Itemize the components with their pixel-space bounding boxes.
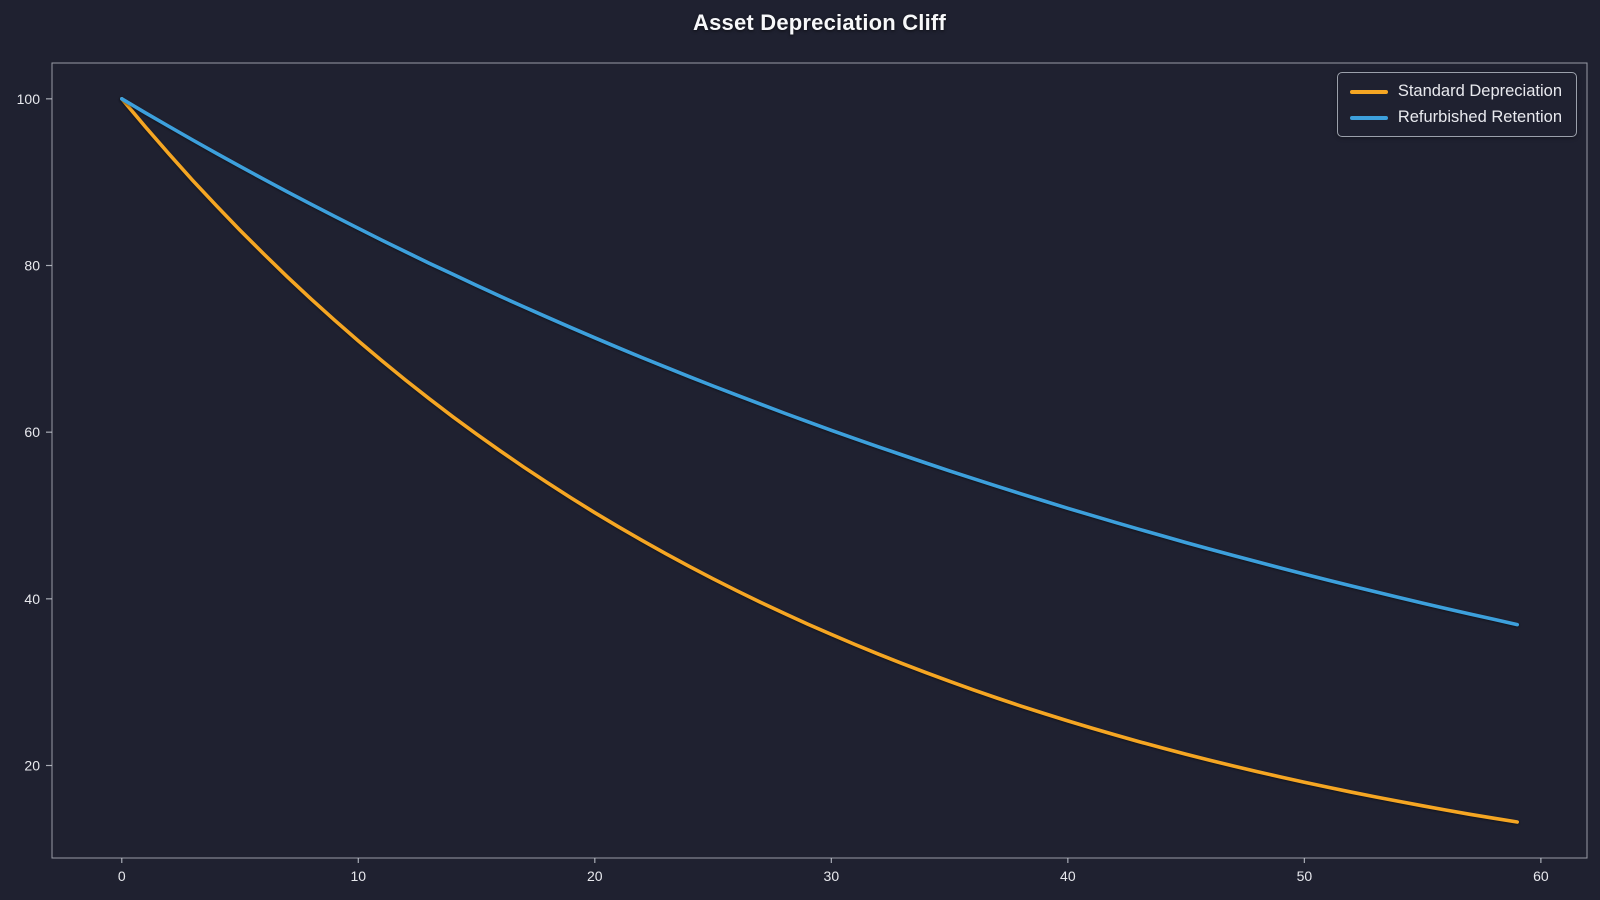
x-tick-label: 0 [118, 868, 126, 884]
x-tick-label: 20 [587, 868, 603, 884]
standard-line-swatch [1349, 89, 1388, 94]
plot-frame [51, 62, 1588, 859]
x-tick-label: 50 [1297, 868, 1313, 884]
legend-item-standard: Standard Depreciation [1349, 82, 1562, 101]
y-tick-label: 60 [24, 424, 40, 440]
y-tick-label: 40 [24, 591, 40, 607]
legend-item-refurbished: Refurbished Retention [1349, 108, 1562, 127]
series-line-refurbished [120, 97, 1519, 627]
x-tick-label: 60 [1533, 868, 1549, 884]
legend-label-refurbished: Refurbished Retention [1397, 108, 1562, 126]
x-tick-label: 40 [1060, 868, 1076, 884]
y-tick-label: 80 [24, 258, 40, 274]
refurbished-line-swatch [1349, 115, 1388, 120]
legend: Standard Depreciation Refurbished Retent… [1336, 72, 1577, 137]
chart-title: Asset Depreciation Cliff [693, 10, 946, 35]
y-tick-label: 100 [17, 91, 41, 107]
y-tick-label: 20 [24, 758, 40, 774]
x-tick-label: 30 [824, 868, 840, 884]
x-tick-label: 10 [351, 868, 367, 884]
legend-label-standard: Standard Depreciation [1397, 82, 1562, 100]
series-line-standard [120, 97, 1519, 824]
